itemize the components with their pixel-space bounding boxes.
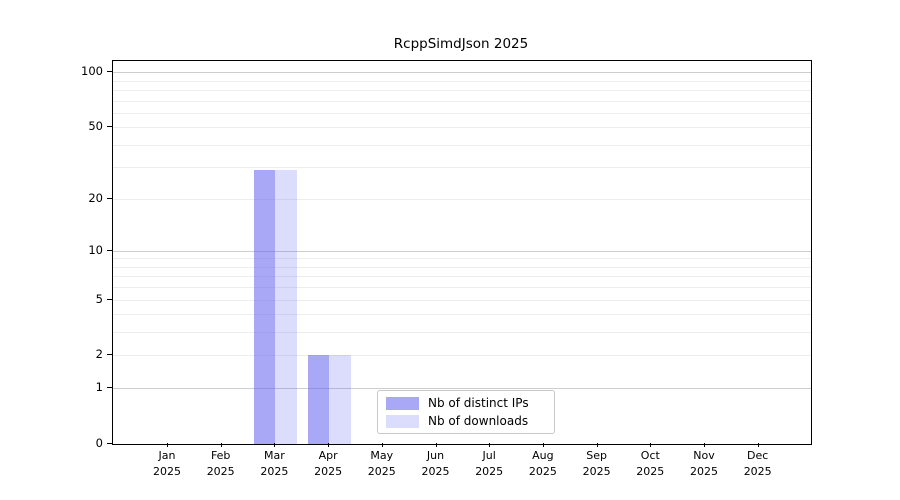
bar-nb-of-distinct-ips-apr bbox=[307, 355, 330, 444]
minor-gridline-20 bbox=[113, 198, 811, 200]
x-tick-label-nov: Nov 2025 bbox=[690, 449, 718, 478]
minor-gridline-6 bbox=[113, 287, 811, 289]
chart-title: RcppSimdJson 2025 bbox=[393, 36, 529, 52]
minor-gridline-2 bbox=[113, 355, 811, 357]
x-tick-label-mar: Mar 2025 bbox=[260, 449, 289, 478]
x-tick-label-jul: Jul 2025 bbox=[475, 449, 504, 478]
y-tick-label-10: 10 bbox=[88, 242, 103, 257]
x-tick-label-sep: Sep 2025 bbox=[582, 449, 611, 478]
x-tick-sep bbox=[596, 443, 598, 447]
y-tick-50 bbox=[107, 126, 112, 128]
x-tick-dec bbox=[757, 443, 759, 447]
minor-gridline-60 bbox=[113, 112, 811, 114]
minor-gridline-7 bbox=[113, 276, 811, 278]
x-tick-aug bbox=[542, 443, 544, 447]
y-tick-label-20: 20 bbox=[88, 190, 103, 205]
legend: Nb of distinct IPs Nb of downloads bbox=[377, 390, 555, 434]
x-tick-jan bbox=[167, 443, 168, 447]
minor-gridline-4 bbox=[113, 314, 811, 316]
plot-area bbox=[112, 60, 812, 445]
x-tick-mar bbox=[274, 443, 276, 447]
y-tick-2 bbox=[107, 354, 112, 356]
legend-label-distinct-ips: Nb of distinct IPs bbox=[428, 396, 529, 410]
minor-gridline-3 bbox=[113, 332, 811, 334]
x-tick-oct bbox=[650, 443, 652, 447]
y-tick-label-0: 0 bbox=[95, 436, 103, 450]
legend-label-downloads: Nb of downloads bbox=[428, 414, 529, 428]
bar-nb-of-downloads-apr bbox=[329, 355, 351, 444]
minor-gridline-30 bbox=[113, 167, 811, 169]
x-tick-label-jan: Jan 2025 bbox=[153, 449, 181, 478]
x-tick-apr bbox=[328, 443, 330, 447]
minor-gridline-5 bbox=[113, 299, 811, 301]
major-gridline-1 bbox=[113, 388, 811, 390]
bar-nb-of-downloads-mar bbox=[275, 169, 297, 444]
y-tick-label-50: 50 bbox=[88, 119, 103, 134]
y-tick-label-100: 100 bbox=[81, 64, 103, 79]
legend-swatch-downloads bbox=[386, 414, 419, 428]
major-gridline-10 bbox=[113, 250, 811, 252]
x-tick-feb bbox=[220, 443, 222, 447]
y-tick-label-2: 2 bbox=[95, 347, 103, 362]
x-tick-jun bbox=[435, 443, 437, 447]
x-tick-label-dec: Dec 2025 bbox=[743, 449, 772, 478]
y-tick-10 bbox=[107, 249, 112, 251]
minor-gridline-8 bbox=[113, 266, 811, 268]
legend-swatch-distinct-ips bbox=[386, 396, 419, 410]
major-gridline-100 bbox=[113, 72, 811, 74]
x-tick-jul bbox=[489, 443, 491, 447]
x-tick-label-apr: Apr 2025 bbox=[314, 449, 343, 478]
minor-gridline-9 bbox=[113, 258, 811, 260]
minor-gridline-40 bbox=[113, 144, 811, 146]
bar-nb-of-distinct-ips-mar bbox=[253, 169, 276, 444]
legend-item-distinct-ips: Nb of distinct IPs bbox=[386, 396, 546, 410]
legend-item-downloads: Nb of downloads bbox=[386, 414, 546, 428]
x-tick-may bbox=[381, 443, 383, 447]
y-tick-100 bbox=[107, 71, 112, 73]
x-tick-label-feb: Feb 2025 bbox=[206, 449, 235, 478]
minor-gridline-90 bbox=[113, 80, 811, 82]
y-tick-5 bbox=[107, 298, 112, 300]
y-tick-label-5: 5 bbox=[95, 291, 103, 306]
y-tick-label-1: 1 bbox=[95, 380, 103, 395]
y-tick-0 bbox=[107, 443, 112, 444]
x-tick-label-may: May 2025 bbox=[367, 449, 396, 478]
x-tick-label-oct: Oct 2025 bbox=[636, 449, 665, 478]
minor-gridline-70 bbox=[113, 100, 811, 102]
x-tick-nov bbox=[704, 443, 705, 447]
y-tick-20 bbox=[107, 197, 112, 199]
minor-gridline-50 bbox=[113, 127, 811, 129]
x-tick-label-jun: Jun 2025 bbox=[421, 449, 450, 478]
y-tick-1 bbox=[107, 387, 112, 389]
x-tick-label-aug: Aug 2025 bbox=[528, 449, 557, 478]
minor-gridline-80 bbox=[113, 89, 811, 91]
